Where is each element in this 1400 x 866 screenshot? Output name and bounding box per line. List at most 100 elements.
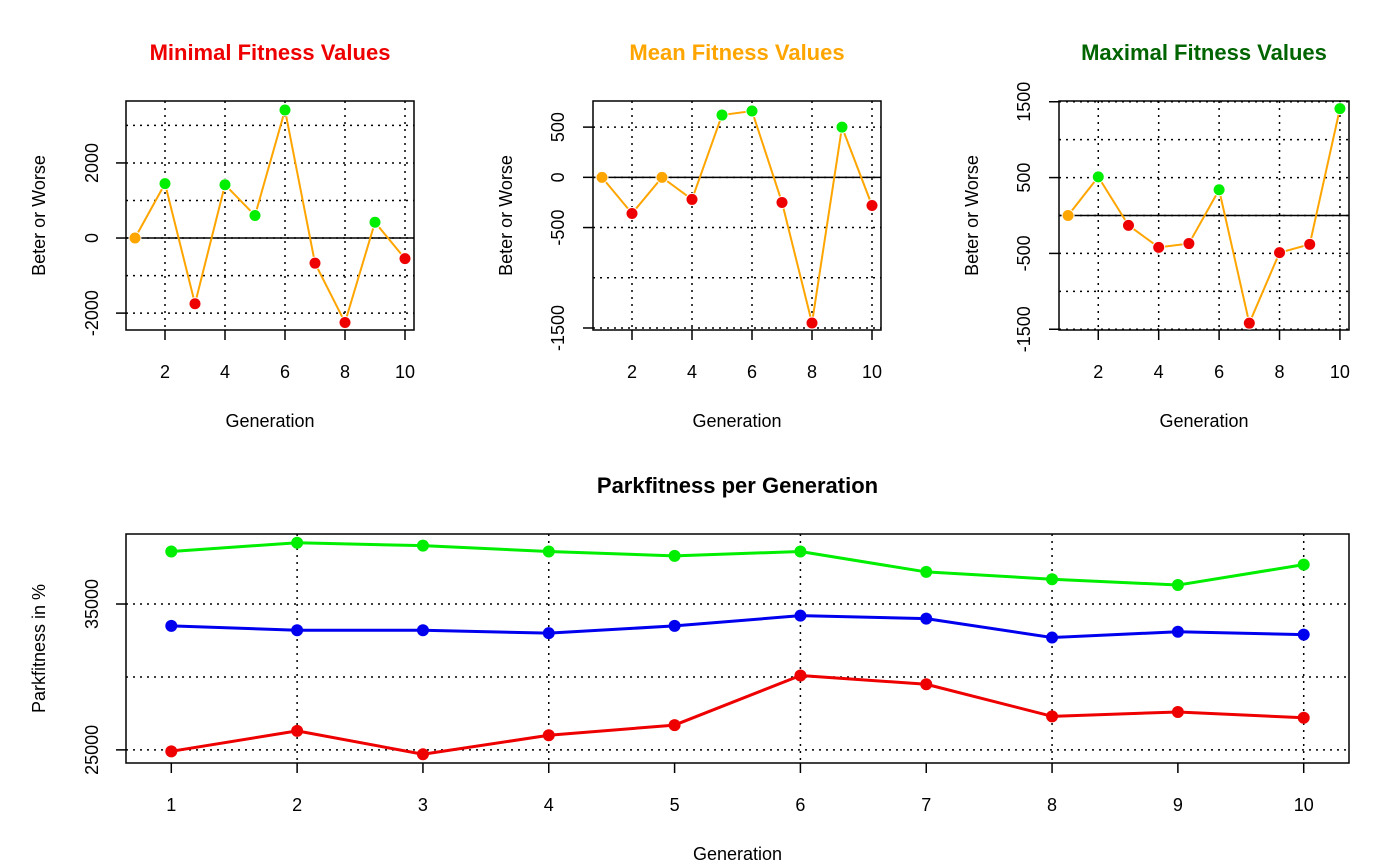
- data-point: [542, 627, 555, 640]
- data-point: [1213, 184, 1225, 196]
- chart-title: Maximal Fitness Values: [1081, 40, 1327, 65]
- x-tick-label: 7: [921, 795, 931, 815]
- data-point: [1122, 219, 1134, 231]
- data-point: [159, 178, 171, 190]
- grid: [126, 101, 414, 330]
- x-tick-label: 4: [687, 362, 697, 382]
- data-point: [291, 536, 304, 549]
- data-point: [416, 539, 429, 552]
- chart-panel-4: Parkfitness per Generation 1 2 3 4 5 6 7 8 9 10 Gen…: [29, 473, 1350, 864]
- data-point: [1046, 631, 1059, 644]
- x-axis: 2 4 6 8 10 Generation: [627, 330, 882, 431]
- data-point: [249, 210, 261, 221]
- grid: [1059, 101, 1349, 330]
- x-axis-label: Generation: [692, 411, 781, 431]
- x-tick-label: 2: [292, 795, 302, 815]
- y-axis: -1500 -500 500 1500 Beter or Worse: [962, 82, 1059, 352]
- x-tick-label: 2: [1093, 362, 1103, 382]
- series-mean: [165, 609, 1310, 644]
- data-point: [794, 545, 807, 558]
- x-axis-label: Generation: [1159, 411, 1248, 431]
- data-point: [165, 745, 178, 758]
- series-line-mean: [171, 614, 1304, 640]
- data-point: [1297, 628, 1310, 641]
- series-line: [601, 109, 873, 324]
- data-point: [1171, 579, 1184, 592]
- y-tick-label: 500: [1014, 163, 1034, 193]
- x-axis-label: Generation: [225, 411, 314, 431]
- data-point: [626, 207, 638, 219]
- series-minimum: [165, 669, 1310, 761]
- x-tick-label: 4: [1154, 362, 1164, 382]
- x-tick-label: 8: [340, 362, 350, 382]
- y-axis-label: Beter or Worse: [496, 155, 516, 276]
- x-tick-label: 5: [670, 795, 680, 815]
- x-tick-label: 4: [544, 795, 554, 815]
- data-point: [920, 678, 933, 691]
- data-point: [668, 549, 681, 562]
- data-point: [339, 316, 351, 328]
- y-tick-label: 35000: [82, 579, 102, 629]
- series-line-maximum: [171, 541, 1304, 587]
- series-line-minimum: [171, 673, 1304, 756]
- x-tick-label: 4: [220, 362, 230, 382]
- y-tick-label: -500: [1014, 235, 1034, 271]
- x-tick-label: 10: [1294, 795, 1314, 815]
- data-point: [291, 724, 304, 737]
- data-point: [309, 257, 321, 269]
- data-point: [1304, 238, 1316, 250]
- x-tick-label: 10: [395, 362, 415, 382]
- data-point: [866, 199, 878, 211]
- y-tick-label: 500: [548, 112, 568, 142]
- x-tick-label: 8: [1275, 362, 1285, 382]
- chart-panel-3: Maximal Fitness Values 2 4 6 8 10 Generation -1…: [962, 40, 1350, 431]
- x-tick-label: 10: [862, 362, 882, 382]
- chart-panel-1: Minimal Fitness Values 2 4 6 8 10 Generation -2…: [29, 40, 415, 431]
- y-tick-label: 1500: [1014, 82, 1034, 122]
- data-point: [668, 719, 681, 732]
- data-point: [794, 609, 807, 622]
- data-point: [1297, 711, 1310, 724]
- data-point: [416, 748, 429, 761]
- plot-frame: [125, 100, 415, 331]
- data-point: [1046, 573, 1059, 586]
- data-point: [129, 232, 141, 244]
- data-point: [189, 298, 201, 310]
- data-point: [716, 109, 728, 121]
- data-point: [542, 545, 555, 558]
- x-tick-label: 8: [807, 362, 817, 382]
- series-maximum: [165, 536, 1310, 592]
- series: [1061, 102, 1347, 330]
- data-point: [291, 624, 304, 637]
- plot-frame: [1058, 100, 1350, 331]
- y-tick-label: 2000: [82, 143, 102, 183]
- y-tick-label: 0: [548, 172, 568, 182]
- data-point: [596, 171, 608, 183]
- data-point: [1171, 625, 1184, 638]
- x-tick-label: 1: [166, 795, 176, 815]
- data-point: [219, 179, 231, 191]
- y-tick-label: -2000: [82, 290, 102, 336]
- data-point: [1062, 210, 1074, 221]
- x-tick-label: 6: [747, 362, 757, 382]
- y-axis: -1500 -500 0 500 Beter or Worse: [496, 112, 593, 351]
- data-point: [686, 193, 698, 205]
- data-point: [369, 216, 381, 228]
- data-point: [1334, 103, 1346, 115]
- x-tick-label: 6: [280, 362, 290, 382]
- data-point: [836, 121, 848, 133]
- x-tick-label: 10: [1330, 362, 1350, 382]
- data-point: [1092, 171, 1104, 183]
- x-tick-label: 8: [1047, 795, 1057, 815]
- series: [128, 103, 412, 329]
- data-point: [920, 612, 933, 625]
- data-point: [1297, 558, 1310, 571]
- data-point: [656, 171, 668, 183]
- x-tick-label: 2: [160, 362, 170, 382]
- chart-title: Mean Fitness Values: [629, 40, 844, 65]
- data-point: [920, 565, 933, 578]
- chart-title: Minimal Fitness Values: [150, 40, 391, 65]
- data-point: [1171, 705, 1184, 718]
- data-point: [668, 619, 681, 632]
